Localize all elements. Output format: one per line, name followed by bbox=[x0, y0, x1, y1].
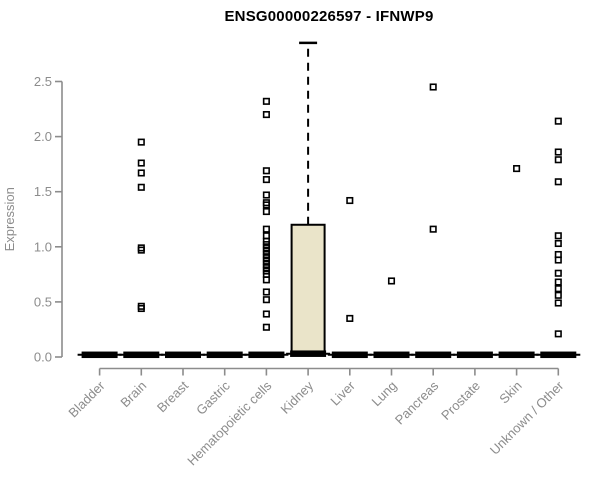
median-bar-bladder bbox=[81, 351, 118, 359]
x-category-label: Lung bbox=[369, 378, 400, 409]
outlier-point-unknown-other bbox=[554, 148, 562, 156]
median-bar-hematopoietic-cells bbox=[248, 351, 285, 359]
x-category-label: Unknown / Other bbox=[487, 378, 567, 458]
outlier-point-pancreas bbox=[429, 225, 437, 233]
outlier-point-unknown-other bbox=[554, 156, 562, 164]
x-category-label: Bladder bbox=[65, 378, 108, 421]
outlier-point-hematopoietic-cells bbox=[262, 232, 270, 240]
x-category-label: Prostate bbox=[438, 378, 483, 423]
outlier-point-hematopoietic-cells bbox=[262, 167, 270, 175]
y-tick-label: 1.5 bbox=[34, 184, 52, 199]
y-axis-title: Expression bbox=[2, 187, 17, 251]
x-category-label: Kidney bbox=[278, 378, 317, 417]
outlier-point-unknown-other bbox=[554, 232, 562, 240]
outlier-point-unknown-other bbox=[554, 278, 562, 286]
y-tick-label: 0.5 bbox=[34, 294, 52, 309]
outlier-point-skin bbox=[513, 165, 521, 173]
outlier-point-brain bbox=[137, 138, 145, 146]
outlier-point-unknown-other bbox=[554, 256, 562, 264]
median-bar-kidney bbox=[290, 350, 327, 357]
chart-title: ENSG00000226597 - IFNWP9 bbox=[224, 8, 434, 25]
y-tick-label: 1.0 bbox=[34, 239, 52, 254]
median-bar-unknown-other bbox=[540, 351, 577, 359]
y-tick-label: 2.0 bbox=[34, 129, 52, 144]
outlier-point-hematopoietic-cells bbox=[262, 296, 270, 304]
outlier-point-hematopoietic-cells bbox=[262, 97, 270, 105]
x-category-label: Gastric bbox=[193, 378, 233, 418]
outlier-point-lung bbox=[387, 277, 396, 285]
outlier-point-unknown-other bbox=[554, 239, 562, 248]
outlier-point-unknown-other bbox=[554, 285, 562, 293]
outlier-point-brain bbox=[137, 183, 145, 191]
box-kidney bbox=[290, 223, 326, 356]
outlier-point-hematopoietic-cells bbox=[262, 288, 270, 296]
median-bar-gastric bbox=[206, 351, 243, 359]
outlier-point-unknown-other bbox=[554, 117, 562, 125]
outlier-point-liver bbox=[346, 196, 354, 205]
outlier-point-brain bbox=[137, 159, 145, 167]
y-tick-label: 0.0 bbox=[34, 350, 52, 365]
outlier-point-hematopoietic-cells bbox=[262, 201, 270, 209]
x-category-label: Skin bbox=[496, 378, 524, 406]
outlier-point-brain bbox=[137, 304, 145, 313]
outlier-point-brain bbox=[137, 246, 145, 254]
outlier-point-unknown-other bbox=[554, 250, 562, 259]
x-category-label: Pancreas bbox=[392, 378, 442, 428]
x-category-label: Brain bbox=[117, 378, 149, 410]
median-bar-prostate bbox=[456, 351, 493, 359]
y-tick-label: 2.5 bbox=[34, 74, 52, 89]
median-bar-pancreas bbox=[415, 351, 452, 359]
median-bar-brain bbox=[123, 351, 160, 359]
outlier-point-pancreas bbox=[429, 83, 437, 91]
outlier-point-unknown-other bbox=[554, 269, 562, 277]
outlier-point-liver bbox=[346, 314, 354, 322]
median-bar-skin bbox=[498, 351, 535, 359]
outlier-point-hematopoietic-cells bbox=[262, 207, 270, 216]
x-category-label: Breast bbox=[154, 378, 191, 415]
median-bar-lung bbox=[373, 351, 410, 359]
median-bar-liver bbox=[331, 351, 368, 359]
outlier-point-hematopoietic-cells bbox=[262, 310, 270, 318]
outlier-point-hematopoietic-cells bbox=[262, 191, 270, 199]
outlier-point-hematopoietic-cells bbox=[262, 323, 270, 331]
outlier-point-unknown-other bbox=[554, 299, 562, 307]
outlier-point-unknown-other bbox=[554, 330, 562, 338]
outlier-point-unknown-other bbox=[554, 291, 562, 299]
outlier-point-hematopoietic-cells bbox=[262, 225, 270, 233]
median-bar-breast bbox=[165, 351, 201, 359]
outlier-point-hematopoietic-cells bbox=[262, 276, 270, 284]
x-category-label: Liver bbox=[327, 378, 358, 409]
outlier-point-unknown-other bbox=[554, 178, 562, 186]
outlier-point-hematopoietic-cells bbox=[262, 111, 270, 119]
outlier-point-hematopoietic-cells bbox=[262, 176, 270, 184]
outlier-point-brain bbox=[137, 169, 145, 177]
